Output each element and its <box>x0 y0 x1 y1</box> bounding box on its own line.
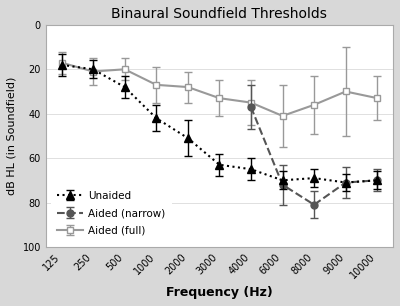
Legend: Unaided, Aided (narrow), Aided (full): Unaided, Aided (narrow), Aided (full) <box>51 185 172 242</box>
Y-axis label: dB HL (in Soundfield): dB HL (in Soundfield) <box>7 77 17 195</box>
Title: Binaural Soundfield Thresholds: Binaural Soundfield Thresholds <box>112 7 327 21</box>
X-axis label: Frequency (Hz): Frequency (Hz) <box>166 286 273 299</box>
